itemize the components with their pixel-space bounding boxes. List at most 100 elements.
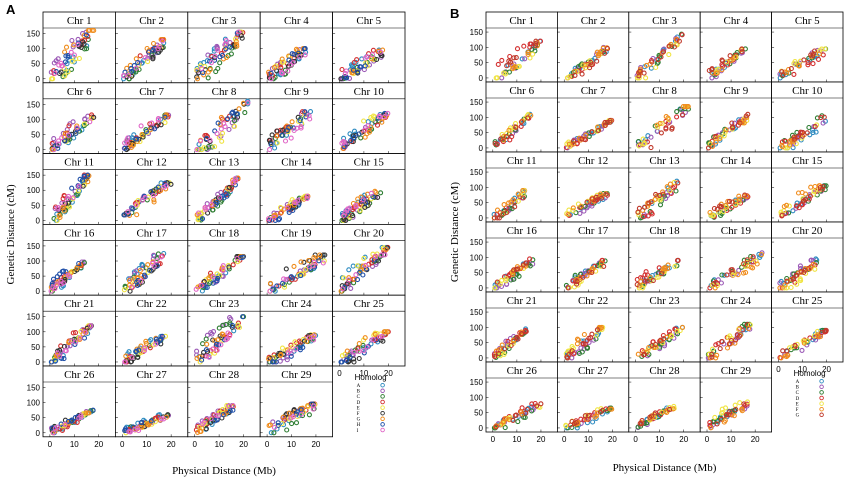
data-point [219,130,226,136]
y-tick-label: 100 [27,328,41,337]
facet-chr-3: Chr 3 [187,11,261,84]
data-point [134,212,140,218]
data-point [306,264,312,270]
data-point [377,114,383,120]
data-point [138,123,144,129]
y-axis-title: Genetic Distance (cM) [5,184,17,285]
data-point [354,57,360,63]
x-tick-label: 20 [311,440,320,449]
data-point [81,33,87,39]
data-point [143,128,150,135]
legend-title: Homolog [355,373,387,382]
data-point [75,191,81,197]
data-point [63,53,69,59]
data-point [85,27,91,34]
y-tick-label: 0 [479,354,484,363]
data-point [242,110,248,116]
y-tick-label: 150 [470,168,484,177]
facet-title: Chr 26 [507,365,538,377]
data-point [239,35,245,41]
facet-title: Chr 2 [581,15,606,27]
facet-title: Chr 17 [578,225,609,237]
legend-item-label: E [796,402,799,407]
data-point [282,138,289,144]
data-point [266,137,272,143]
data-point [58,69,64,75]
data-point [207,137,213,143]
facet-chr-2: Chr 2 [115,11,189,84]
data-point [281,206,287,212]
facet-chr-10: Chr 10 [771,81,844,153]
facet-title: Chr 13 [649,155,680,167]
facet-chr-28: Chr 28 0 10 20 [187,365,261,449]
data-point [232,176,238,182]
data-point [126,278,133,284]
y-tick-label: 0 [479,74,484,83]
data-point [339,286,346,292]
data-point [291,263,297,269]
data-point [62,73,68,79]
data-point [59,63,66,69]
data-point [215,47,221,53]
data-point [226,264,232,270]
y-tick-label: 50 [474,199,483,208]
y-tick-label: 50 [474,59,483,68]
facet-title: Chr 5 [795,15,820,27]
data-point [85,323,92,329]
facet-title: Chr 22 [136,298,166,310]
data-point [234,111,240,117]
y-tick-label: 50 [474,129,483,138]
facet-chr-22: Chr 22 [115,294,189,367]
data-point [351,276,357,282]
panel-label: B [450,6,459,21]
facet-points [194,98,251,153]
data-point [361,255,367,261]
x-tick-label: 0 [562,435,567,444]
data-point [292,199,298,205]
y-tick-label: 50 [31,130,40,139]
data-point [69,58,75,64]
facet-chr-9: Chr 9 [699,81,773,153]
data-point [225,116,231,122]
data-point [213,69,219,75]
data-point [317,252,323,258]
data-point [65,69,71,75]
data-point [72,330,79,336]
y-tick-label: 150 [470,238,484,247]
data-point [56,138,62,144]
facet-points [266,109,314,153]
data-point [370,47,376,53]
data-point [62,138,68,144]
data-point [355,196,361,202]
facet-chr-5: Chr 5 [332,11,406,84]
facet-chr-12: Chr 12 [557,151,630,223]
data-point [288,62,294,68]
y-tick-label: 50 [31,343,40,352]
data-point [124,140,130,146]
data-point [342,70,348,76]
data-point [369,52,376,58]
x-tick-label: 0 [633,435,638,444]
data-point [56,141,62,147]
facet-chr-9: Chr 9 [259,82,334,155]
data-point [87,119,93,125]
facet-title: Chr 27 [136,369,167,381]
data-point [278,69,284,76]
data-point [223,191,229,197]
data-point [72,341,78,347]
data-point [83,32,89,38]
data-point [197,138,204,144]
data-point [52,70,58,76]
facet-title: Chr 14 [281,157,312,169]
data-point [311,259,317,265]
facet-points [339,110,391,152]
y-tick-label: 100 [27,257,41,266]
data-point [378,52,384,58]
y-tick-label: 100 [27,186,41,195]
data-point [161,184,167,190]
facet-chr-23: Chr 23 [628,291,701,363]
data-point [137,53,143,59]
facet-chr-18: Chr 18 [187,223,261,296]
data-point [84,46,90,52]
